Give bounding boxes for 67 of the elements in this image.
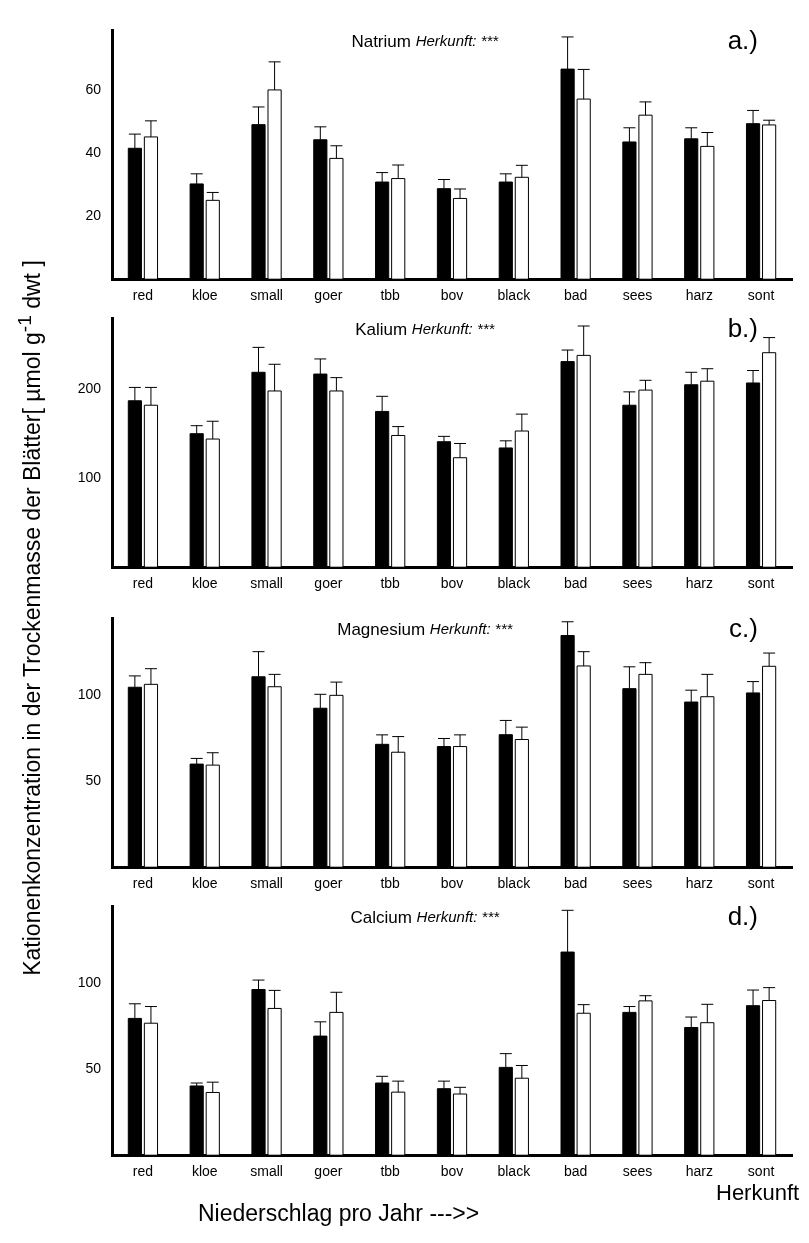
x-tick-label: bov <box>440 287 464 304</box>
x-tick-label: goer <box>314 875 343 892</box>
annotation: c.) <box>729 613 758 644</box>
y-tick-label: 20 <box>85 206 102 223</box>
x-tick-label: sont <box>747 875 775 892</box>
annotation: d.) <box>727 901 758 932</box>
y-tick-label: 100 <box>77 686 102 703</box>
x-tick-label: sont <box>747 287 775 304</box>
x-tick-label: kloe <box>191 287 218 304</box>
x-tick-label: sees <box>622 287 653 304</box>
y-tick-label: 200 <box>77 380 102 397</box>
x-tick-label: black <box>497 575 532 592</box>
x-tick-label: small <box>250 575 283 592</box>
x-tick-label: goer <box>314 575 343 592</box>
x-tick-label: bad <box>563 575 588 592</box>
x-tick-label: small <box>250 1163 283 1180</box>
chart-title: Calcium <box>350 907 412 927</box>
x-tick-label: black <box>497 287 532 304</box>
x-tick-label: harz <box>685 875 713 892</box>
x-tick-label: bad <box>563 875 588 892</box>
chart-title: Magnesium <box>337 619 426 639</box>
x-tick-label: goer <box>314 1163 343 1180</box>
x-tick-label: sees <box>622 875 653 892</box>
chart-subtitle: Herkunft: *** <box>415 32 500 50</box>
chart-title: Natrium <box>351 31 411 51</box>
x-tick-label: black <box>497 1163 532 1180</box>
y-tick-label: 100 <box>77 469 102 486</box>
x-tick-label: bov <box>440 1163 464 1180</box>
x-tick-label: tbb <box>380 287 401 304</box>
x-tick-label: bad <box>563 1163 588 1180</box>
y-tick-label: 50 <box>85 1060 102 1077</box>
chart-subtitle: Herkunft: *** <box>429 620 514 638</box>
x-tick-label: bad <box>563 287 588 304</box>
x-tick-label: tbb <box>380 1163 401 1180</box>
x-tick-label: red <box>132 287 154 304</box>
x-tick-label: small <box>250 287 283 304</box>
annotation: b.) <box>727 313 758 344</box>
x-tick-label: black <box>497 875 532 892</box>
x-tick-label: sees <box>622 1163 653 1180</box>
y-tick-label: 50 <box>85 772 102 789</box>
x-tick-label: bov <box>440 575 464 592</box>
x-tick-label: bov <box>440 875 464 892</box>
x-tick-label: tbb <box>380 575 401 592</box>
chart-title: Kalium <box>355 319 408 339</box>
x-tick-label: kloe <box>191 575 218 592</box>
x-axis-title: Niederschlag pro Jahr --->> <box>198 1200 480 1227</box>
x-tick-label: harz <box>685 287 713 304</box>
x-tick-label: harz <box>685 575 713 592</box>
chart-subtitle: Herkunft: *** <box>416 908 501 926</box>
x-tick-label: goer <box>314 287 343 304</box>
x-tick-label: red <box>132 575 154 592</box>
x-tick-label: sont <box>747 575 775 592</box>
x-tick-label: red <box>132 1163 154 1180</box>
x-tick-label: kloe <box>191 875 218 892</box>
y-tick-label: 40 <box>85 143 102 160</box>
x-tick-label: sont <box>747 1163 775 1180</box>
x-tick-label: harz <box>685 1163 713 1180</box>
y-tick-label: 60 <box>85 80 102 97</box>
x-tick-label: red <box>132 875 154 892</box>
annotation: a.) <box>727 25 758 56</box>
text: Herkunft <box>716 1180 800 1206</box>
x-tick-label: kloe <box>191 1163 218 1180</box>
y-tick-label: 100 <box>77 974 102 991</box>
x-tick-label: small <box>250 875 283 892</box>
x-tick-label: sees <box>622 575 653 592</box>
chart-subtitle: Herkunft: *** <box>411 320 496 338</box>
x-tick-label: tbb <box>380 875 401 892</box>
